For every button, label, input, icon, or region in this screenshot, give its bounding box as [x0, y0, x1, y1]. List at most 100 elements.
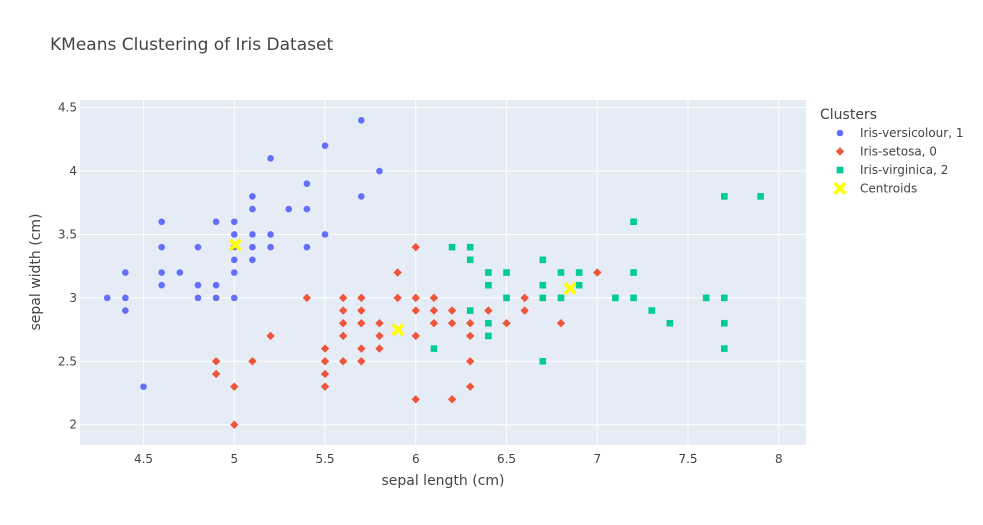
data-point [303, 205, 311, 213]
data-point [411, 306, 420, 315]
legend-entry: Iris-versicolour, 1 [860, 126, 964, 140]
data-points [103, 116, 764, 429]
data-point [539, 294, 547, 302]
data-point [503, 269, 510, 276]
data-point [122, 294, 129, 302]
data-point [357, 293, 366, 303]
data-point [502, 319, 511, 328]
plot-area [80, 100, 806, 445]
data-point [103, 294, 111, 302]
data-point [485, 281, 492, 289]
data-point [447, 395, 457, 404]
data-point [429, 293, 439, 303]
data-point [612, 294, 619, 302]
data-point [230, 269, 238, 276]
data-point [249, 243, 256, 251]
x-tick-label: 7.5 [678, 452, 697, 466]
data-point [376, 167, 383, 175]
legend-marker [836, 166, 844, 174]
x-tick-label: 6.5 [497, 452, 516, 466]
y-axis-ticks: 2 2.5 3 3.5 4 4.5 [58, 101, 77, 432]
data-point [248, 357, 257, 366]
data-point [466, 243, 474, 251]
data-point [194, 243, 202, 251]
legend-marker [835, 147, 845, 156]
data-point [466, 307, 474, 314]
centroid-marker [228, 238, 242, 252]
data-point [320, 357, 330, 366]
data-point [338, 293, 348, 303]
data-point [230, 382, 239, 391]
data-point [249, 231, 256, 238]
data-point [158, 243, 165, 251]
data-point [447, 319, 457, 328]
data-point [212, 294, 220, 302]
data-point [158, 269, 165, 276]
data-point [321, 231, 329, 238]
data-point [321, 142, 329, 149]
data-point [212, 281, 220, 289]
data-point [485, 332, 492, 340]
data-point [393, 293, 402, 303]
data-point [593, 268, 602, 277]
data-point [484, 306, 493, 315]
legend-entry: Iris-setosa, 0 [860, 145, 937, 159]
data-point [249, 205, 256, 213]
data-point [648, 307, 656, 314]
data-point [122, 269, 129, 276]
data-point [158, 281, 165, 289]
x-tick-label: 7 [593, 452, 601, 466]
x-axis-ticks: 4.5 5 5.5 6 6.5 7 7.5 8 [134, 452, 783, 466]
data-point [230, 218, 238, 226]
data-point [757, 193, 764, 200]
data-point [429, 306, 439, 315]
x-tick-label: 5.5 [315, 452, 334, 466]
data-point [320, 382, 330, 391]
data-point [539, 357, 547, 365]
data-point [630, 269, 637, 276]
data-point [375, 344, 384, 353]
data-point [430, 345, 438, 352]
data-point [212, 218, 220, 226]
data-point [357, 319, 366, 328]
data-point [211, 369, 221, 379]
data-point [448, 243, 456, 251]
y-tick-label: 2.5 [58, 354, 77, 368]
data-point [485, 269, 492, 276]
centroid-marker [563, 281, 577, 295]
data-point [194, 294, 202, 302]
data-point [630, 218, 637, 226]
data-point [285, 205, 293, 213]
x-tick-label: 4.5 [134, 452, 153, 466]
data-point [357, 306, 366, 315]
data-point [557, 269, 565, 276]
chart-title: KMeans Clustering of Iris Dataset [50, 35, 333, 55]
data-point [721, 319, 728, 327]
data-point [466, 319, 475, 328]
data-point [320, 344, 330, 353]
y-tick-label: 3 [69, 291, 77, 305]
data-point [267, 243, 274, 251]
data-point [721, 294, 728, 302]
data-point [375, 319, 384, 328]
data-point [338, 357, 348, 366]
data-point [303, 243, 311, 251]
centroid-marker [391, 323, 405, 337]
data-point [447, 306, 457, 315]
legend-entry: Iris-virginica, 2 [860, 163, 948, 177]
data-point [411, 242, 420, 252]
legend-entry: Centroids [860, 182, 917, 196]
data-point [140, 383, 147, 390]
data-point [194, 281, 202, 289]
data-point [721, 345, 728, 352]
data-point [503, 294, 510, 302]
data-point [411, 293, 420, 303]
data-point [230, 256, 238, 264]
data-point [122, 307, 129, 314]
data-point [539, 281, 547, 289]
data-point [575, 281, 583, 289]
data-point [702, 294, 710, 302]
x-tick-label: 6 [412, 452, 420, 466]
legend-title: Clusters [820, 107, 877, 123]
